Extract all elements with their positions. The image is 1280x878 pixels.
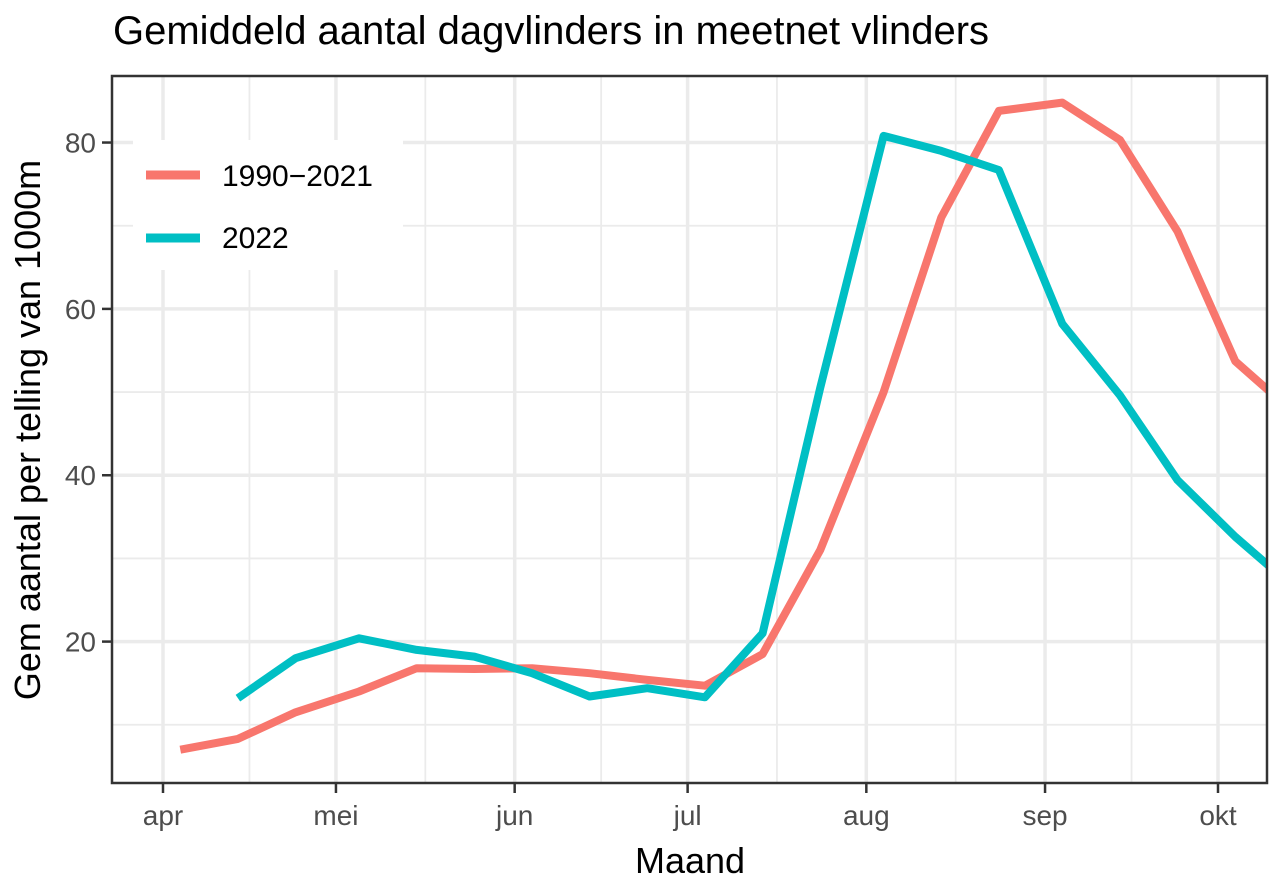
- x-tick-label-mei: mei: [313, 800, 358, 831]
- legend-label-2022: 2022: [222, 222, 289, 255]
- legend-label-1990-2021: 1990−2021: [222, 160, 373, 193]
- x-tick-label-aug: aug: [843, 800, 890, 831]
- legend-background: [133, 140, 403, 270]
- series-line-2022: [235, 131, 1267, 702]
- panel-border: [110, 74, 1269, 785]
- x-tick-label-okt: okt: [1199, 800, 1237, 831]
- series-line-1990-2021: [179, 98, 1267, 754]
- x-tick-label-jun: jun: [495, 800, 533, 831]
- y-tick-label-80: 80: [65, 128, 96, 159]
- y-axis-title: Gem aantal per telling van 1000m: [7, 160, 48, 700]
- y-tick-label-60: 60: [65, 294, 96, 325]
- y-tick-label-20: 20: [65, 627, 96, 658]
- y-tick-label-40: 40: [65, 460, 96, 491]
- x-tick-label-jul: jul: [673, 800, 702, 831]
- axis-ticks: apr mei jun jul aug sep okt 20 40 60 80: [65, 128, 1237, 831]
- legend: 1990−2021 2022: [133, 140, 403, 270]
- x-tick-label-sep: sep: [1022, 800, 1067, 831]
- chart-title: Gemiddeld aantal dagvlinders in meetnet …: [113, 9, 989, 53]
- x-tick-label-apr: apr: [143, 800, 183, 831]
- x-axis-title: Maand: [635, 840, 745, 878]
- series-layer: [179, 98, 1267, 754]
